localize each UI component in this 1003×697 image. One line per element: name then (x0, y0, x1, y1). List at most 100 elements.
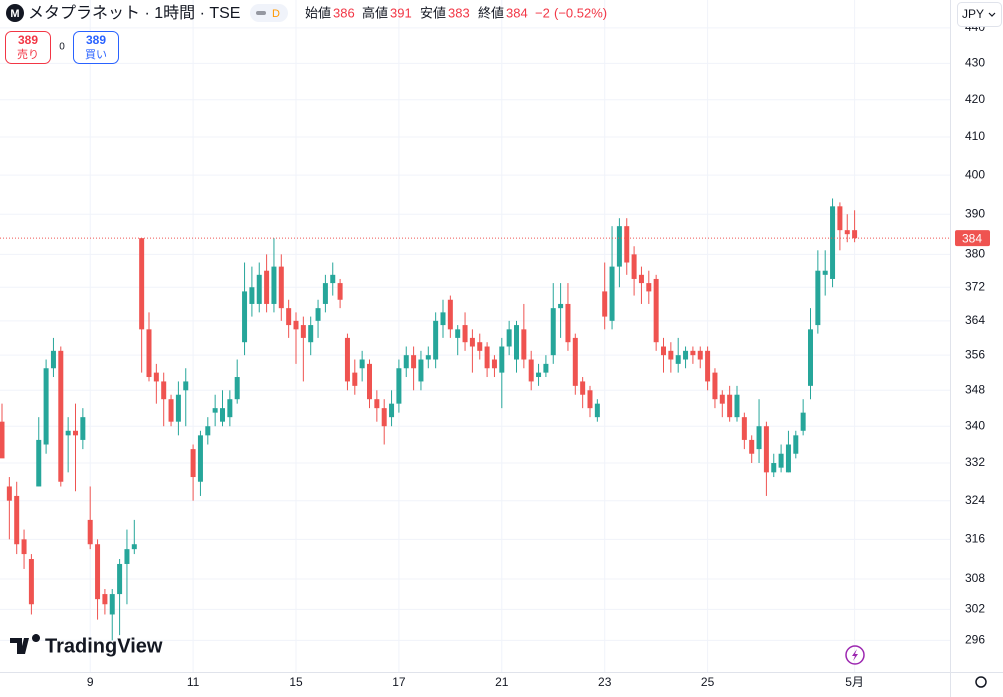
candle-body (683, 350, 689, 360)
x-tick-label: 9 (87, 675, 94, 689)
currency-dropdown[interactable] (957, 2, 1002, 27)
candle-body (653, 278, 659, 343)
candle-body (256, 274, 262, 304)
ohlc-value: 391 (390, 5, 412, 20)
sell-button[interactable] (5, 31, 51, 64)
ohlc-value: 384 (506, 5, 528, 20)
candle-body (286, 308, 292, 326)
candle-body (815, 270, 821, 326)
candle-body (499, 346, 505, 373)
candle-body (396, 368, 402, 404)
y-tick-label: 364 (965, 313, 985, 327)
candle-body (550, 308, 556, 356)
candle-body (131, 544, 137, 550)
candle-body (6, 486, 12, 501)
candle-body (638, 274, 644, 284)
spread: 0 (59, 42, 65, 53)
candle-body (646, 283, 652, 292)
change-pct: (−0.52%) (554, 5, 607, 20)
plot-area (0, 198, 950, 641)
candle-body (80, 417, 86, 440)
grid (0, 0, 950, 672)
candle-body (705, 350, 711, 382)
candle-body (300, 325, 306, 338)
candle-body (756, 426, 762, 450)
last-price-label: 384 (962, 231, 982, 245)
candle-body (359, 359, 365, 369)
y-tick-label: 430 (965, 56, 985, 70)
watermark-logo (10, 634, 40, 654)
events-icon[interactable] (845, 645, 865, 665)
candle-body (175, 394, 181, 422)
badge[interactable] (250, 4, 288, 22)
candle-body (278, 266, 284, 309)
y-tick-label: 348 (965, 382, 985, 396)
y-tick-label: 380 (965, 247, 985, 261)
symbol-icon[interactable] (6, 4, 24, 22)
candle-body (36, 439, 42, 487)
candle-body (58, 350, 64, 482)
candle-body (374, 399, 380, 409)
candle-body (352, 372, 358, 386)
candle-body (616, 226, 622, 267)
candle-body (675, 355, 681, 364)
candle-body (315, 308, 321, 321)
candle-body (21, 539, 27, 555)
y-tick-label: 332 (965, 455, 985, 469)
watermark-text: TradingView (45, 635, 163, 657)
candle-body (734, 394, 740, 418)
candle-body (293, 320, 299, 330)
candle-body (528, 359, 534, 382)
buy-price: 389 (86, 33, 106, 47)
y-tick-label: 316 (965, 532, 985, 546)
candle-body (469, 337, 475, 347)
candle-body (536, 372, 542, 378)
candle-body (830, 206, 836, 279)
candle-body (271, 266, 277, 304)
candle-body (403, 355, 409, 369)
candle-body (631, 254, 637, 279)
candle-body (844, 230, 850, 235)
candle-body (543, 363, 549, 373)
buy-label: 買い (85, 48, 107, 61)
candle-body (381, 408, 387, 427)
candle-body (594, 403, 600, 418)
y-tick-label: 340 (965, 418, 985, 432)
candle-body (234, 377, 240, 400)
y-tick-label: 400 (965, 167, 985, 181)
candle-body (102, 594, 108, 605)
candle-body (785, 444, 791, 473)
settings-icon[interactable] (975, 676, 987, 688)
candle-body (808, 329, 813, 386)
x-tick-label: 23 (598, 675, 612, 689)
candle-body (418, 359, 424, 382)
candle-body (367, 363, 372, 400)
candle-body (183, 381, 189, 391)
buy-button[interactable] (73, 31, 119, 64)
candle-body (763, 426, 769, 473)
y-tick-label: 324 (965, 493, 985, 507)
y-tick-label: 410 (965, 129, 985, 143)
y-tick-label: 296 (965, 633, 985, 647)
candle-body (455, 329, 461, 338)
symbol-title[interactable]: メタプラネット · 1時間 · TSE (28, 4, 240, 22)
candle-body (212, 408, 218, 413)
candle-body (565, 303, 571, 343)
sell-price: 389 (18, 33, 38, 47)
y-tick-label: 356 (965, 347, 985, 361)
candle-body (712, 372, 718, 400)
candle-body (411, 355, 417, 369)
candle-body (389, 403, 395, 418)
candle-body (43, 368, 49, 445)
candle-body (668, 350, 674, 360)
candle-body (484, 346, 490, 369)
candle-body (28, 559, 34, 605)
candle-body (50, 350, 56, 369)
candle-body (124, 549, 130, 564)
candle-body (308, 325, 314, 343)
candle-body (161, 381, 167, 400)
x-tick-label: 11 (187, 675, 200, 689)
x-tick-label: 5月 (845, 675, 864, 689)
y-tick-label: 390 (965, 206, 985, 220)
